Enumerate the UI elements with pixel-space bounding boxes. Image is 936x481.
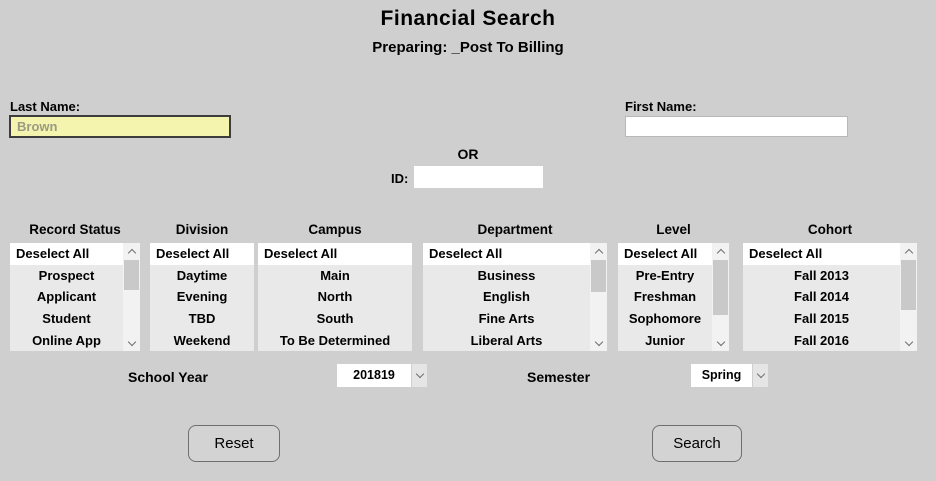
id-label: ID: <box>391 171 409 186</box>
list-item[interactable]: Liberal Arts <box>470 332 543 348</box>
scrollbar-thumb[interactable] <box>901 260 916 310</box>
list-item[interactable]: Student <box>42 311 91 327</box>
chevron-down-icon[interactable] <box>753 364 768 387</box>
scroll-down-icon[interactable] <box>712 335 729 351</box>
list-item[interactable]: Deselect All <box>10 243 123 265</box>
list-item[interactable]: Deselect All <box>618 243 712 265</box>
record-status-header: Record Status <box>29 222 121 237</box>
semester-label: Semester <box>527 369 591 385</box>
school-year-dropdown[interactable]: 201819 <box>337 364 427 387</box>
list-item[interactable]: Pre-Entry <box>635 267 695 283</box>
list-item[interactable]: Online App <box>32 332 101 348</box>
list-item[interactable]: Weekend <box>173 332 231 348</box>
list-item[interactable]: Freshman <box>633 289 697 305</box>
or-label: OR <box>457 146 479 162</box>
list-item[interactable]: To Be Determined <box>279 332 391 348</box>
first-name-label: First Name: <box>625 99 697 114</box>
scrollbar[interactable] <box>712 243 729 351</box>
scroll-up-icon[interactable] <box>590 243 607 259</box>
listbox-division[interactable]: Deselect All Daytime Evening TBD Weekend <box>150 243 254 351</box>
list-item[interactable]: Fall 2015 <box>794 311 849 327</box>
id-input[interactable] <box>414 166 543 188</box>
chevron-down-icon[interactable] <box>412 364 427 387</box>
list-item[interactable]: Daytime <box>176 267 228 283</box>
scrollbar[interactable] <box>123 243 140 351</box>
level-header: Level <box>656 222 691 237</box>
scroll-up-icon[interactable] <box>900 243 917 259</box>
scrollbar[interactable] <box>590 243 607 351</box>
list-item[interactable]: South <box>316 311 354 327</box>
list-item[interactable]: North <box>317 289 353 305</box>
listbox-campus[interactable]: Deselect All Main North South To Be Dete… <box>258 243 412 351</box>
scroll-up-icon[interactable] <box>712 243 729 259</box>
list-item[interactable]: Deselect All <box>743 243 900 265</box>
list-item[interactable]: Fall 2016 <box>794 332 849 348</box>
list-item[interactable]: Applicant <box>36 289 97 305</box>
list-item[interactable]: Prospect <box>38 267 95 283</box>
scroll-up-icon[interactable] <box>123 243 140 259</box>
scroll-down-icon[interactable] <box>123 335 140 351</box>
campus-header: Campus <box>308 222 362 237</box>
list-item[interactable]: Deselect All <box>423 243 590 265</box>
school-year-value: 201819 <box>337 364 411 387</box>
listbox-cohort[interactable]: Deselect All Fall 2013 Fall 2014 Fall 20… <box>743 243 917 351</box>
list-item[interactable]: Sophomore <box>628 311 702 327</box>
scrollbar-thumb[interactable] <box>591 260 606 292</box>
semester-value: Spring <box>691 364 752 387</box>
list-item[interactable]: Business <box>477 267 536 283</box>
page-title: Financial Search <box>380 7 556 30</box>
list-item[interactable]: Fall 2013 <box>794 267 849 283</box>
listbox-level[interactable]: Deselect All Pre-Entry Freshman Sophomor… <box>618 243 729 351</box>
division-header: Division <box>175 222 229 237</box>
last-name-input[interactable] <box>9 115 231 138</box>
listbox-department[interactable]: Deselect All Business English Fine Arts … <box>423 243 607 351</box>
page-subtitle: Preparing: _Post To Billing <box>372 39 564 56</box>
scrollbar-thumb[interactable] <box>713 260 728 315</box>
list-item[interactable]: Evening <box>176 289 228 305</box>
listbox-record-status[interactable]: Deselect All Prospect Applicant Student … <box>10 243 140 351</box>
scrollbar-thumb[interactable] <box>124 260 139 290</box>
cohort-header: Cohort <box>807 222 853 237</box>
first-name-input[interactable] <box>625 116 848 137</box>
semester-dropdown[interactable]: Spring <box>691 364 768 387</box>
list-item[interactable]: English <box>483 289 530 305</box>
list-item[interactable]: Deselect All <box>150 243 254 265</box>
school-year-label: School Year <box>128 369 208 385</box>
list-item[interactable]: Fine Arts <box>478 311 535 327</box>
list-item[interactable]: Fall 2014 <box>794 289 849 305</box>
scroll-down-icon[interactable] <box>900 335 917 351</box>
scroll-down-icon[interactable] <box>590 335 607 351</box>
reset-button[interactable]: Reset <box>188 425 280 462</box>
scrollbar[interactable] <box>900 243 917 351</box>
list-item[interactable]: Deselect All <box>258 243 412 265</box>
list-item[interactable]: TBD <box>188 311 216 327</box>
list-item[interactable]: Junior <box>645 332 685 348</box>
department-header: Department <box>477 222 553 237</box>
last-name-label: Last Name: <box>10 99 81 114</box>
search-button[interactable]: Search <box>652 425 742 462</box>
list-item[interactable]: Main <box>320 267 350 283</box>
